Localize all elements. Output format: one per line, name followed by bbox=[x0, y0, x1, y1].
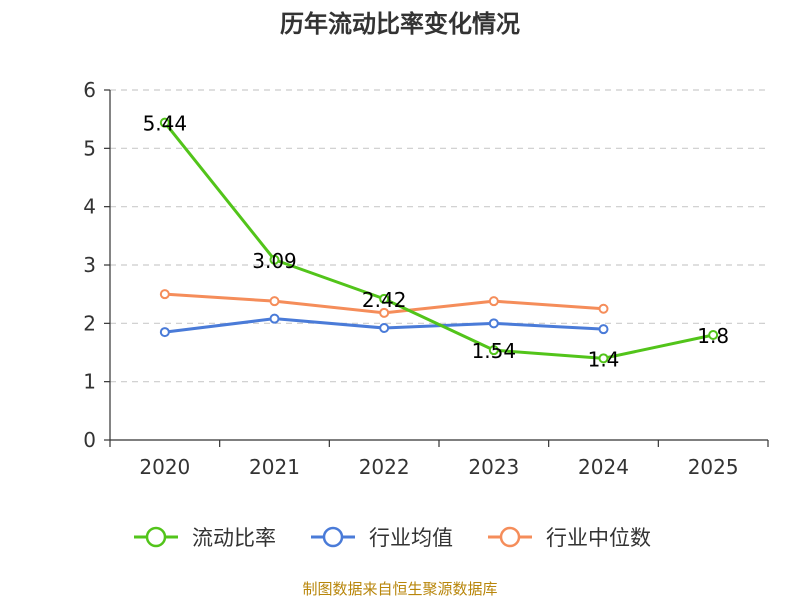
x-tick-label: 2021 bbox=[249, 455, 300, 479]
legend-item-2[interactable]: 行业中位数 bbox=[488, 526, 651, 550]
y-tick-label: 5 bbox=[83, 136, 96, 160]
source-note: 制图数据来自恒生聚源数据库 bbox=[302, 580, 498, 598]
x-tick-label: 2020 bbox=[139, 455, 190, 479]
axes: 0 1 2 3 4 5 6 2020 2021 2022 2023 2024 2025 bbox=[83, 78, 769, 479]
data-label: 1.54 bbox=[472, 339, 517, 363]
legend-label: 流动比率 bbox=[192, 526, 276, 550]
data-point[interactable] bbox=[159, 289, 170, 300]
x-tick-label: 2023 bbox=[468, 455, 519, 479]
legend-marker bbox=[499, 526, 521, 548]
data-point[interactable] bbox=[159, 327, 170, 338]
data-label: 3.09 bbox=[252, 249, 297, 273]
legend-item-0[interactable]: 流动比率 bbox=[134, 526, 276, 550]
x-tick-label: 2024 bbox=[578, 455, 629, 479]
legend-label: 行业中位数 bbox=[546, 526, 651, 550]
legend-marker bbox=[322, 526, 344, 548]
data-point[interactable] bbox=[379, 307, 390, 318]
data-point[interactable] bbox=[488, 345, 499, 356]
chart-title: 历年流动比率变化情况 bbox=[280, 10, 520, 38]
data-point[interactable] bbox=[269, 296, 280, 307]
data-label: 2.42 bbox=[362, 288, 407, 312]
data-point[interactable] bbox=[379, 293, 390, 304]
data-point[interactable] bbox=[379, 323, 390, 333]
data-point[interactable] bbox=[598, 353, 609, 364]
data-label: 5.44 bbox=[143, 112, 188, 136]
series-line-0 bbox=[163, 121, 714, 360]
data-point[interactable] bbox=[269, 313, 280, 324]
legend-marker bbox=[145, 526, 167, 548]
data-point[interactable] bbox=[159, 117, 170, 128]
y-tick-label: 0 bbox=[83, 428, 96, 452]
data-labels: 5.44 3.09 2.42 1.54 1.4 1.8 bbox=[143, 112, 730, 372]
x-tick-label: 2025 bbox=[688, 455, 739, 479]
legend-item-1[interactable]: 行业均值 bbox=[311, 526, 453, 550]
y-tick-label: 6 bbox=[83, 78, 96, 102]
grid-lines bbox=[110, 89, 768, 383]
data-label: 1.8 bbox=[697, 324, 729, 348]
y-tick-label: 2 bbox=[83, 311, 96, 335]
x-tick-label: 2022 bbox=[359, 455, 410, 479]
data-point[interactable] bbox=[598, 303, 609, 314]
legend: 流动比率 行业均值 行业中位数 bbox=[134, 526, 651, 550]
y-tick-label: 1 bbox=[83, 370, 96, 394]
data-point[interactable] bbox=[269, 254, 280, 265]
data-point[interactable] bbox=[488, 318, 499, 329]
data-point[interactable] bbox=[488, 296, 499, 307]
data-label: 1.4 bbox=[588, 347, 620, 371]
series-lines bbox=[159, 117, 719, 364]
legend-label: 行业均值 bbox=[369, 526, 453, 550]
data-point[interactable] bbox=[708, 330, 719, 340]
y-tick-label: 3 bbox=[83, 253, 96, 277]
y-tick-label: 4 bbox=[83, 195, 96, 219]
data-point[interactable] bbox=[598, 324, 609, 335]
